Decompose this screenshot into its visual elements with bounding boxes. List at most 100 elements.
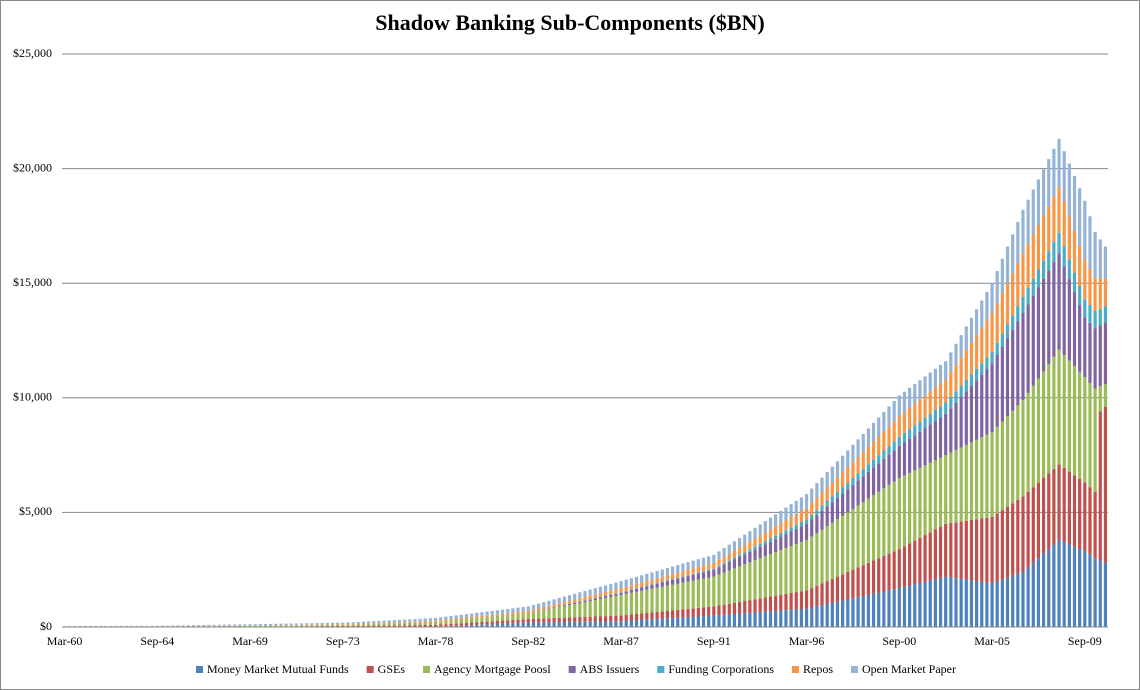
bar-segment [1026,567,1030,627]
bar-segment [346,625,350,627]
bar-segment [928,532,932,581]
bar-segment [902,412,907,433]
bar-segment [707,615,711,627]
bar-segment [413,619,417,622]
bar-segment [640,619,644,627]
bar-segment [763,521,767,533]
legend-label: Funding Corporations [668,662,774,676]
bar-segment [707,577,711,607]
bar-segment [253,625,257,627]
bar-segment [743,564,747,602]
bar-segment [552,608,556,619]
bar-segment [500,615,505,621]
bar-segment [413,621,417,623]
bar-segment [403,623,407,626]
bar-segment [794,543,798,593]
bar-segment [1005,506,1010,578]
bar-segment [490,616,494,622]
bar-segment [799,510,804,523]
bar-segment [305,625,309,627]
bar-segment [732,602,737,615]
bar-segment [537,622,541,627]
bar-segment [1041,478,1046,554]
bar-segment [1078,245,1082,286]
bar-segment [701,607,706,617]
bar-segment [871,593,876,627]
bar-segment [768,554,773,597]
bar-segment [604,591,608,596]
bar-segment [866,498,870,563]
bar-segment [614,615,618,622]
bar-segment [701,565,706,572]
bar-segment [732,559,737,569]
bar-segment [567,605,572,618]
bar-segment [913,384,917,404]
bar-segment [1078,371,1082,479]
bar-segment [897,436,901,446]
bar-segment [928,391,932,414]
bar-segment [748,549,752,552]
bar-segment [279,625,283,627]
bar-segment [330,625,335,626]
bar-segment [1000,333,1004,347]
bar-segment [701,557,706,566]
bar-segment [846,512,850,572]
bar-segment [995,355,999,427]
bar-segment [1031,189,1035,235]
bar-segment [351,623,355,625]
bar-segment [537,611,541,619]
legend-swatch [196,666,204,673]
bar-segment [665,610,670,619]
bar-segment [1021,296,1025,313]
bar-segment [1011,315,1015,330]
legend-label: Money Market Mutual Funds [207,662,349,676]
bar-segment [830,578,834,603]
bar-segment [490,610,494,615]
bar-segment [552,618,556,623]
bar-segment [516,622,520,627]
bar-segment [810,588,814,608]
bar-segment [397,625,402,627]
x-tick-label: Mar-60 [47,634,83,648]
bar-segment [737,613,742,627]
bar-segment [562,602,566,605]
bar-segment [908,407,912,430]
bar-segment [851,569,855,599]
bar-segment [712,576,716,607]
bar-segment [964,444,968,521]
bar-segment [696,607,700,617]
bar-segment [830,466,834,483]
bar-segment [480,621,484,625]
bar-segment [944,455,948,524]
bar-segment [902,391,907,413]
bar-segment [938,526,943,578]
bar-segment [995,581,999,627]
bar-segment [629,589,633,591]
x-tick-label: Sep-82 [511,634,545,648]
bar-segment [722,563,726,565]
bar-segment [408,625,412,627]
bar-segment [753,549,757,561]
bar-segment [614,593,618,596]
bar-segment [588,589,592,596]
bar-segment [1062,542,1066,627]
y-tick-label: $20,000 [13,160,52,174]
bar-segment [222,625,226,627]
bar-segment [670,574,675,580]
bar-segment [944,379,948,403]
bar-segment [634,583,639,589]
bar-segment [531,618,536,623]
legend-label: ABS Issuers [580,662,640,676]
bar-segment [841,600,845,627]
bar-segment [784,548,788,594]
bar-segment [753,560,757,600]
bar-segment [748,562,752,601]
bar-segment [995,342,999,356]
bar-segment [846,489,850,513]
bar-segment [1036,558,1041,627]
bar-segment [913,540,917,585]
bar-segment [949,408,953,453]
bar-segment [351,622,355,624]
bar-segment [73,626,77,627]
bar-segment [665,585,670,611]
